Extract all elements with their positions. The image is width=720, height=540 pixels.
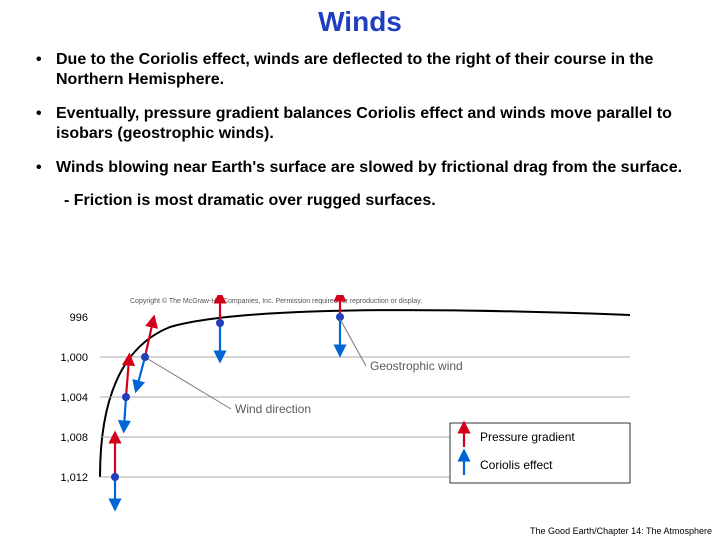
- footer-citation: The Good Earth/Chapter 14: The Atmospher…: [530, 526, 712, 536]
- legend-label: Pressure gradient: [480, 430, 575, 444]
- bullet-item: • Eventually, pressure gradient balances…: [36, 104, 684, 144]
- wind-point: [141, 353, 149, 361]
- bullet-text: Winds blowing near Earth's surface are s…: [56, 158, 684, 178]
- diagram: Copyright © The McGraw-Hill Companies, I…: [40, 295, 680, 515]
- y-axis-label: 1,004: [60, 392, 88, 404]
- wind-point: [122, 393, 130, 401]
- bullet-marker: •: [36, 104, 56, 144]
- bullet-text: Eventually, pressure gradient balances C…: [56, 104, 684, 144]
- callout-label: Wind direction: [235, 402, 311, 416]
- bullet-text: Due to the Coriolis effect, winds are de…: [56, 50, 684, 90]
- callout-label: Geostrophic wind: [370, 359, 463, 373]
- y-axis-label: 1,000: [60, 352, 88, 364]
- diagram-svg: Copyright © The McGraw-Hill Companies, I…: [40, 295, 680, 515]
- sub-bullet: - Friction is most dramatic over rugged …: [64, 192, 684, 210]
- bullet-marker: •: [36, 158, 56, 178]
- slide-title: Winds: [0, 0, 720, 38]
- coriolis-arrow: [124, 397, 126, 427]
- y-axis-label: 996: [70, 312, 88, 324]
- bullet-item: • Winds blowing near Earth's surface are…: [36, 158, 684, 178]
- y-axis-label: 1,008: [60, 432, 88, 444]
- bullet-marker: •: [36, 50, 56, 90]
- diagram-copyright: Copyright © The McGraw-Hill Companies, I…: [130, 297, 422, 305]
- coriolis-arrow: [137, 357, 145, 387]
- callout-leader: [340, 319, 366, 366]
- pressure-gradient-arrow: [126, 359, 129, 397]
- y-axis-label: 1,012: [60, 472, 88, 484]
- bullet-list: • Due to the Coriolis effect, winds are …: [0, 38, 720, 210]
- pressure-gradient-arrow: [145, 321, 153, 357]
- legend-label: Coriolis effect: [480, 458, 553, 472]
- wind-point: [111, 473, 119, 481]
- callout-leader: [148, 359, 231, 409]
- bullet-item: • Due to the Coriolis effect, winds are …: [36, 50, 684, 90]
- wind-point: [216, 319, 224, 327]
